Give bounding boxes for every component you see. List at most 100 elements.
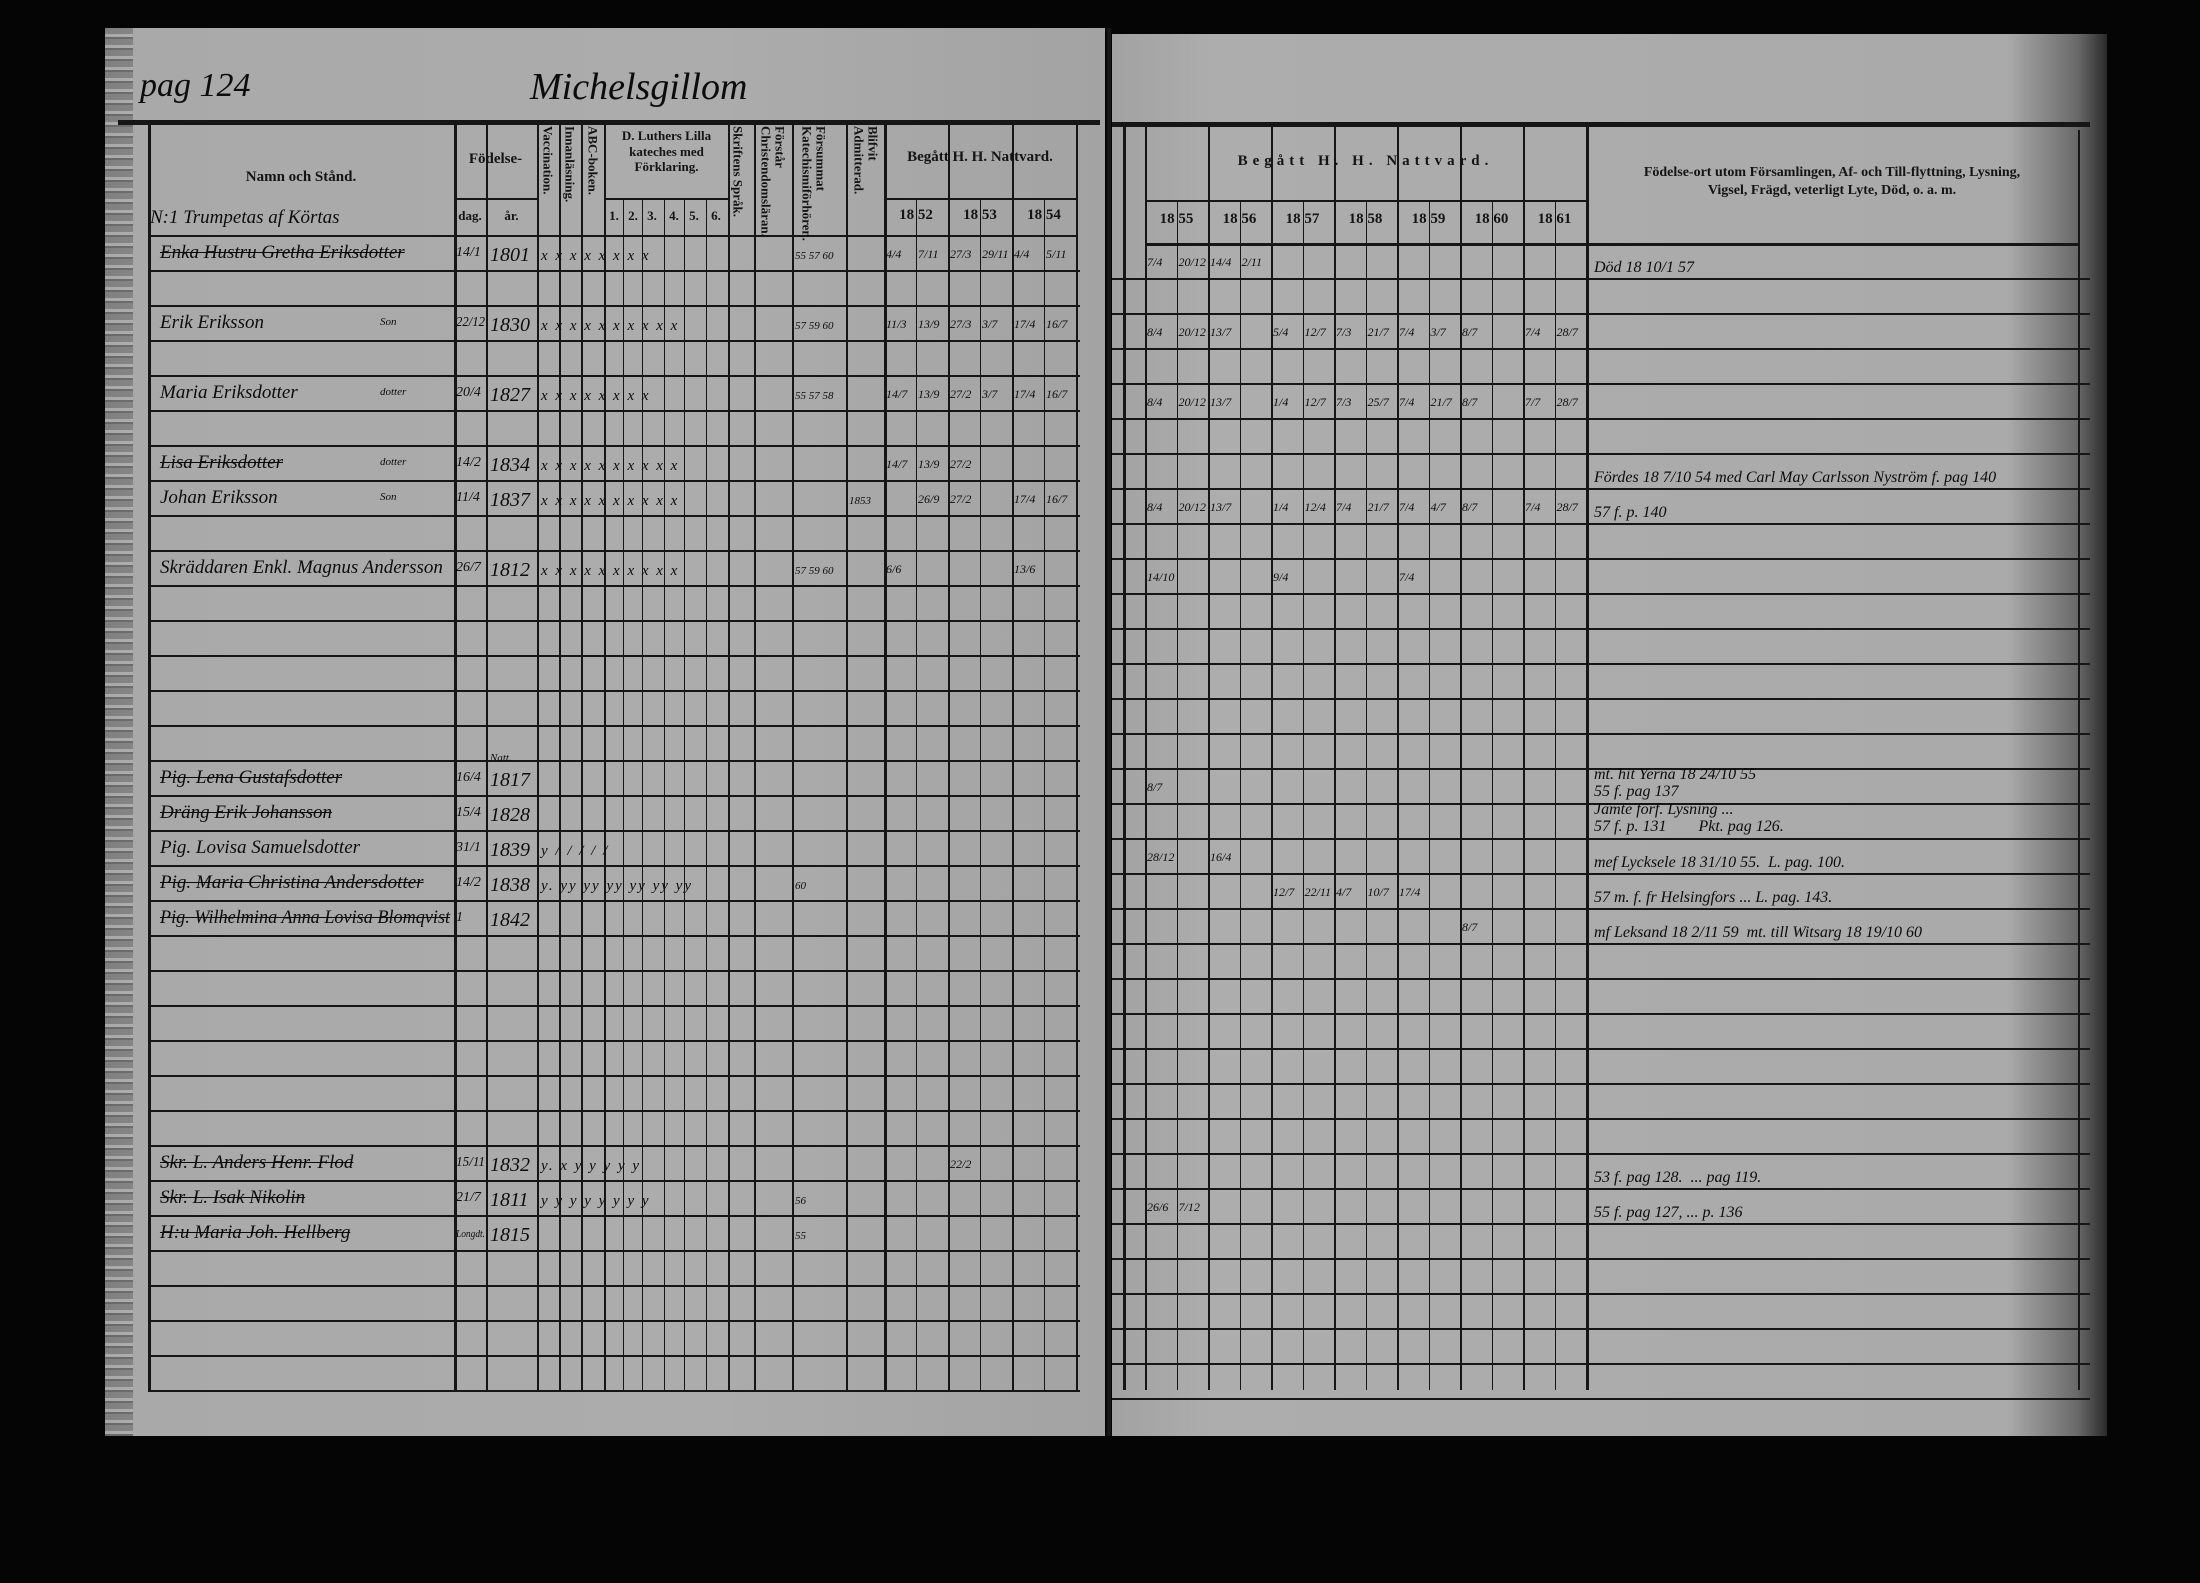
birth-day: 16/4 xyxy=(456,770,481,785)
header-year-1861: 18 61 xyxy=(1537,211,1572,227)
header-luther: D. Luthers Lilla kateches med Förklaring… xyxy=(621,128,712,175)
ruling-line xyxy=(1112,838,2090,840)
header-luther-num: 5. xyxy=(689,208,699,223)
communion-date: 4/4 xyxy=(886,247,902,261)
column-line xyxy=(2078,130,2080,1390)
communion-date: 22/11 xyxy=(1304,885,1331,899)
communion-date: 7/3 xyxy=(1336,325,1352,339)
learning-marks: x x x x x x x x x x xyxy=(541,458,680,474)
communion-date: 13/7 xyxy=(1210,325,1232,339)
entry-name: Skr. L. Anders Henr. Flod xyxy=(160,1152,354,1173)
communion-date: 13/7 xyxy=(1210,500,1232,514)
remark: 55 f. pag 127, ... p. 136 xyxy=(1594,1204,1743,1221)
header-begatt-right: Begått H. H. Nattvard. xyxy=(1237,153,1494,169)
entry-name-annotation: dotter xyxy=(380,386,407,398)
ruling-line xyxy=(148,375,1080,377)
ruling-line xyxy=(148,970,1080,972)
column-line xyxy=(1460,126,1462,1390)
communion-date: 11/3 xyxy=(886,317,907,331)
communion-date: 27/3 xyxy=(950,317,972,331)
remark: Fördes 18 7/10 54 med Carl May Carlsson … xyxy=(1594,469,1997,486)
ruling-line xyxy=(148,1390,1080,1392)
column-line xyxy=(1397,126,1399,1390)
ruling-line xyxy=(148,1180,1080,1182)
communion-date: 29/11 xyxy=(982,247,1009,261)
communion-date: 16/7 xyxy=(1046,387,1068,401)
birth-year: 1801 xyxy=(490,244,530,266)
ruling-line xyxy=(148,760,1080,762)
header-innanlasning: Innanläsning. xyxy=(562,126,578,203)
ruling-line xyxy=(148,1320,1080,1322)
column-line xyxy=(623,198,624,1390)
entry-name: Skräddaren Enkl. Magnus Andersson xyxy=(160,557,443,578)
column-line xyxy=(1044,200,1045,1390)
page-title: Michelsgillom xyxy=(530,66,748,108)
ruling-line xyxy=(1112,1188,2090,1190)
birth-year-note: Longdt. xyxy=(456,1228,486,1240)
header-begatt-left: Begått H. H. Nattvard. xyxy=(907,149,1053,165)
communion-date: 3/7 xyxy=(982,317,998,331)
communion-date: 16/7 xyxy=(1046,492,1068,506)
column-line xyxy=(581,122,583,1390)
header-rule xyxy=(118,120,1100,125)
book-gutter xyxy=(1107,28,1111,1436)
communion-date: 14/7 xyxy=(886,387,908,401)
ruling-line xyxy=(148,1110,1080,1112)
communion-date: 1/4 xyxy=(1273,500,1289,514)
column-line xyxy=(1145,126,1147,1390)
birth-year: 1839 xyxy=(490,839,530,861)
remark: mt. hit Yerna 18 24/10 55 55 f. pag 137 xyxy=(1594,766,1757,800)
entry-name: Maria Eriksdotter xyxy=(160,382,298,403)
entry-name: Erik Eriksson xyxy=(160,312,264,333)
birth-year: 1811 xyxy=(490,1189,529,1211)
communion-date: 8/7 xyxy=(1462,500,1478,514)
birth-year: 1828 xyxy=(490,804,530,826)
communion-date: 17/4 xyxy=(1014,317,1036,331)
birth-day: 1 xyxy=(456,910,463,925)
birth-day: 26/7 xyxy=(456,560,481,575)
header-year-1858: 18 58 xyxy=(1348,211,1383,227)
header-year-1854: 18 54 xyxy=(1027,207,1061,223)
communion-date: 27/3 xyxy=(950,247,972,261)
entry-name: Johan Eriksson xyxy=(160,487,278,508)
entry-name-annotation: Son xyxy=(380,491,397,503)
communion-date: 4/7 xyxy=(1430,500,1446,514)
ruling-line xyxy=(1112,873,2090,875)
communion-date: 3/7 xyxy=(1430,325,1446,339)
admitted: 1853 xyxy=(849,495,871,507)
learning-marks: x x x x x x x x xyxy=(541,248,651,264)
birth-day: 20/4 xyxy=(456,385,481,400)
ruling-line xyxy=(148,1145,1080,1147)
right-page xyxy=(1112,34,2107,1436)
column-line xyxy=(454,122,457,1390)
ruling-line xyxy=(148,795,1080,797)
learning-marks: y. x y y y y y xyxy=(541,1158,642,1174)
entry-name: Skr. L. Isak Nikolin xyxy=(160,1187,306,1208)
ruling-line xyxy=(1112,593,2090,595)
header-year-1852: 18 52 xyxy=(899,207,933,223)
communion-date: 8/7 xyxy=(1147,780,1163,794)
birth-year-note: Natt. xyxy=(490,752,512,764)
ruling-line xyxy=(1112,663,2090,665)
missed-catechism: 55 xyxy=(795,1230,806,1242)
ruling-line xyxy=(1112,768,2090,770)
birth-day: 22/12 xyxy=(456,315,485,330)
communion-date: 13/9 xyxy=(918,457,940,471)
column-line xyxy=(684,198,685,1390)
entry-name: Dräng Erik Johansson xyxy=(160,802,333,823)
communion-date: 12/7 xyxy=(1273,885,1295,899)
communion-date: 7/11 xyxy=(918,247,939,261)
remark: mef Lycksele 18 31/10 55. L. pag. 100. xyxy=(1594,854,1846,871)
header-day: dag. xyxy=(458,208,482,223)
communion-date: 28/7 xyxy=(1556,325,1578,339)
birth-day: 14/2 xyxy=(456,875,481,890)
column-line xyxy=(642,198,643,1390)
ruling-line xyxy=(1112,1258,2090,1260)
ruling-line xyxy=(1112,313,2090,315)
column-line xyxy=(148,122,151,1390)
ruling-line xyxy=(148,725,1080,727)
entry-name: Pig. Lovisa Samuelsdotter xyxy=(160,837,361,858)
ruling-line xyxy=(148,900,1080,902)
column-line xyxy=(604,122,606,1390)
entry-name: Enka Hustru Gretha Eriksdotter xyxy=(160,242,405,263)
